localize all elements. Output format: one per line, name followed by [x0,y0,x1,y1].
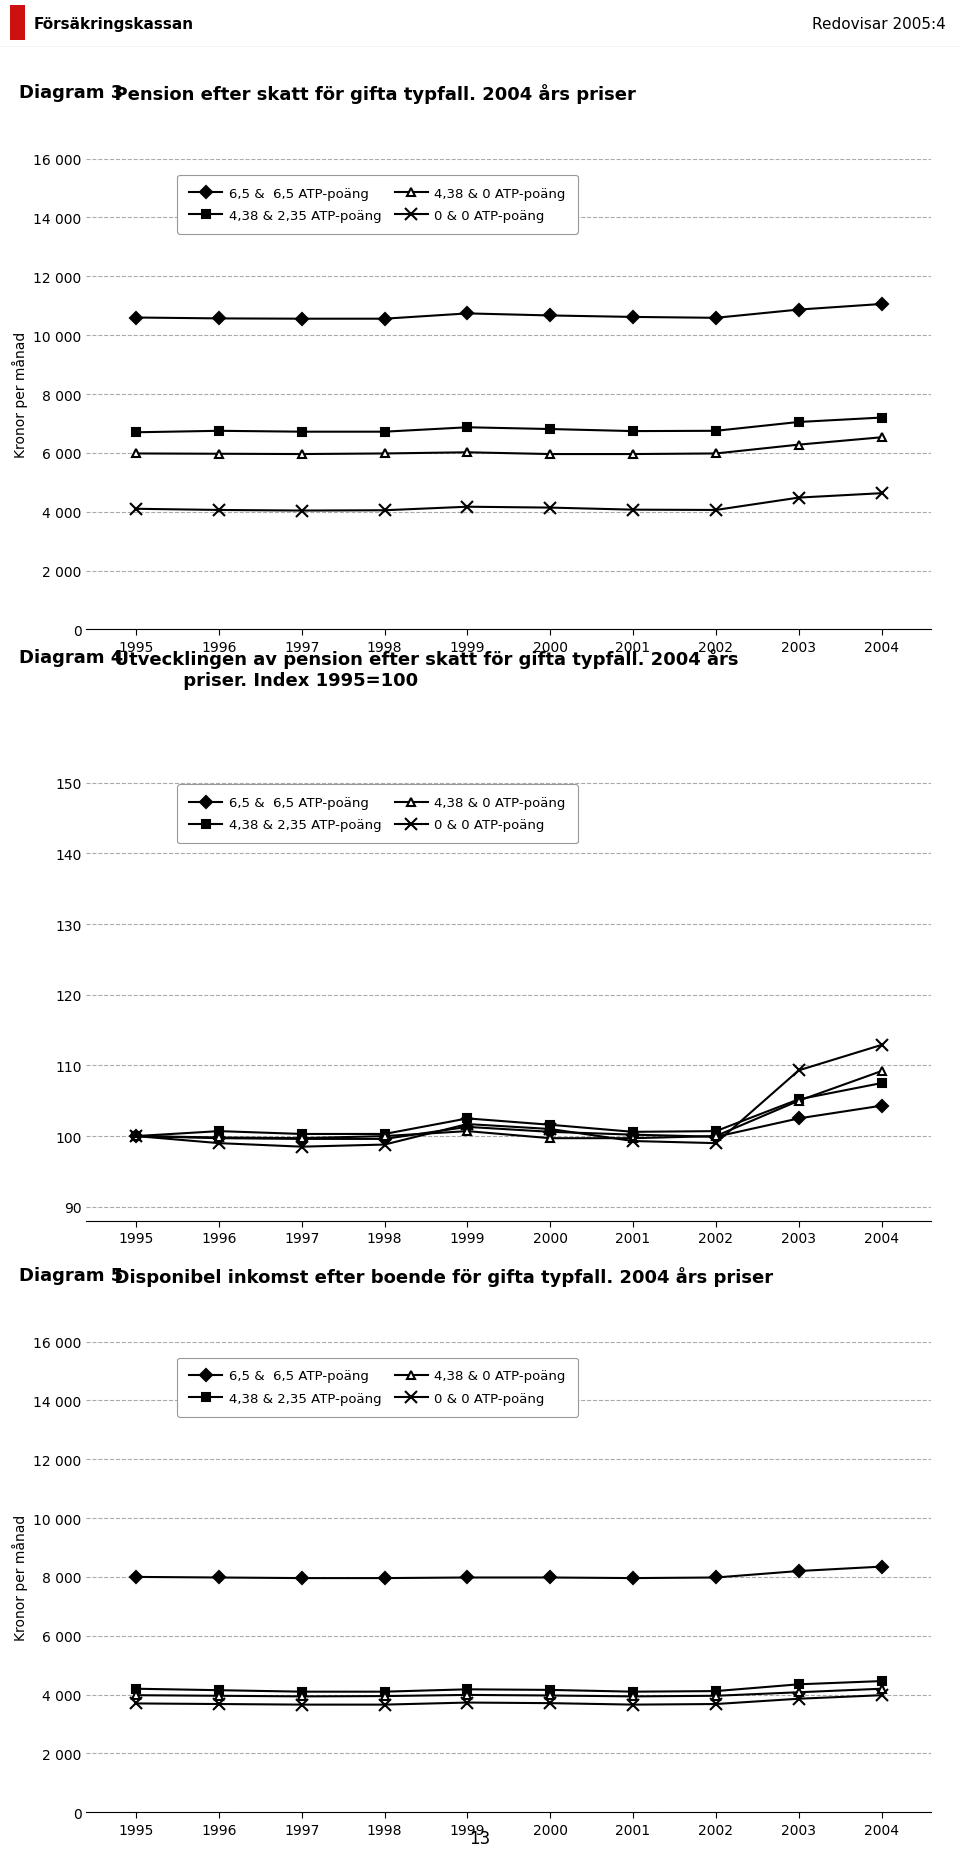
Text: Utvecklingen av pension efter skatt för gifta typfall. 2004 års
             pri: Utvecklingen av pension efter skatt för … [102,649,738,690]
Text: Diagram 4: Diagram 4 [19,649,123,668]
Text: Diagram 5: Diagram 5 [19,1267,123,1284]
Y-axis label: Kronor per månad: Kronor per månad [12,1514,28,1640]
Text: Redovisar 2005:4: Redovisar 2005:4 [812,17,946,32]
Legend: 6,5 &  6,5 ATP-poäng, 4,38 & 2,35 ATP-poäng, 4,38 & 0 ATP-poäng, 0 & 0 ATP-poäng: 6,5 & 6,5 ATP-poäng, 4,38 & 2,35 ATP-poä… [178,176,578,234]
Y-axis label: Kronor per månad: Kronor per månad [12,332,28,458]
Text: Diagram 3: Diagram 3 [19,83,123,102]
Bar [10,6,25,41]
Legend: 6,5 &  6,5 ATP-poäng, 4,38 & 2,35 ATP-poäng, 4,38 & 0 ATP-poäng, 0 & 0 ATP-poäng: 6,5 & 6,5 ATP-poäng, 4,38 & 2,35 ATP-poä… [178,785,578,844]
Text: Försäkringskassan: Försäkringskassan [34,17,194,32]
Text: Disponibel inkomst efter boende för gifta typfall. 2004 års priser: Disponibel inkomst efter boende för gift… [102,1267,773,1286]
Text: Pension efter skatt för gifta typfall. 2004 års priser: Pension efter skatt för gifta typfall. 2… [102,83,636,104]
Text: 13: 13 [469,1829,491,1848]
Legend: 6,5 &  6,5 ATP-poäng, 4,38 & 2,35 ATP-poäng, 4,38 & 0 ATP-poäng, 0 & 0 ATP-poäng: 6,5 & 6,5 ATP-poäng, 4,38 & 2,35 ATP-poä… [178,1358,578,1417]
